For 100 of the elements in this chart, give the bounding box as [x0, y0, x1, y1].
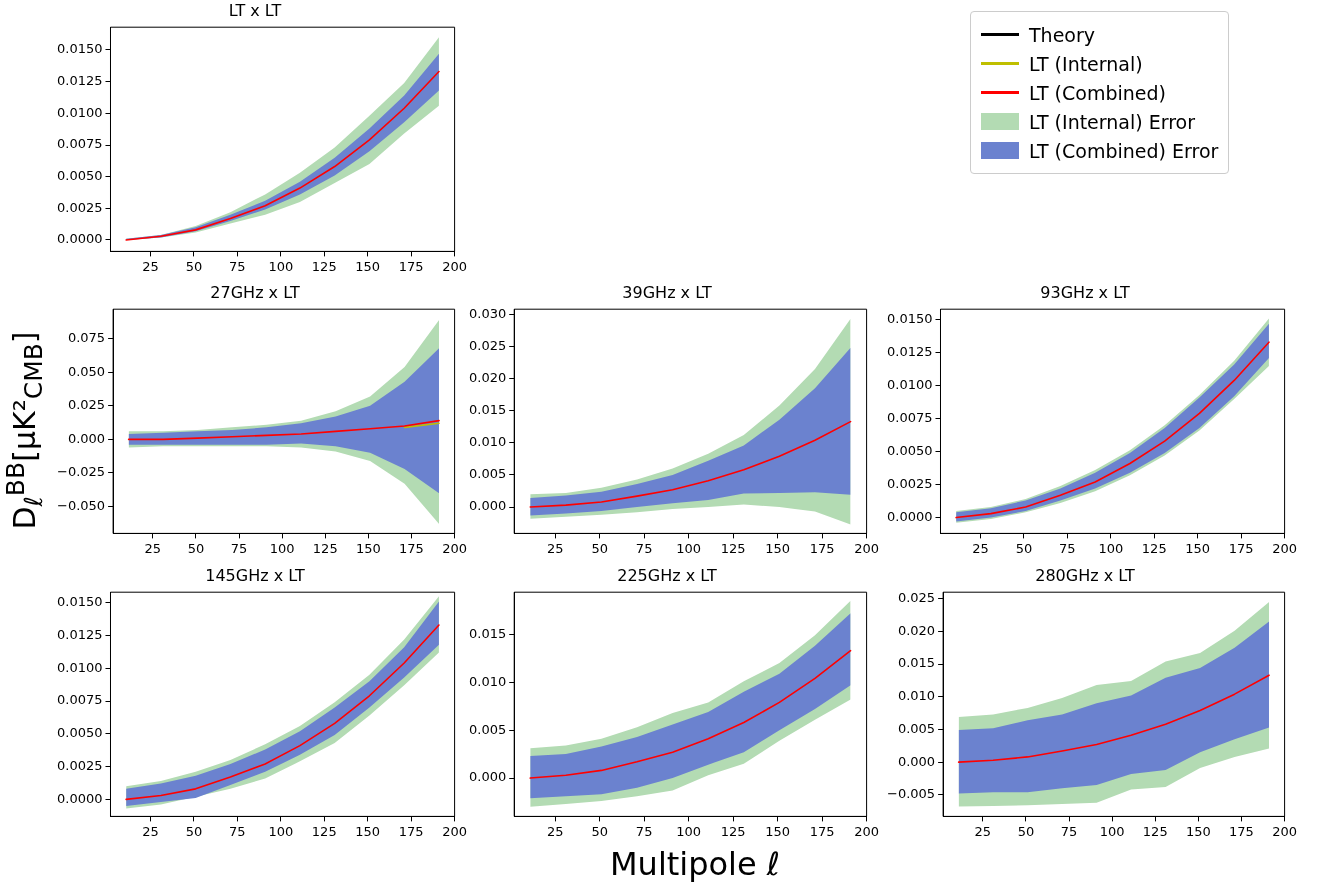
y-tick-label: 0.0000 — [886, 508, 933, 524]
x-tick-label: 50 — [185, 258, 203, 274]
y-tick-label: 0.0025 — [56, 757, 103, 773]
x-tick-label: 75 — [635, 823, 653, 839]
x-tick-label: 125 — [312, 540, 338, 556]
y-tick-label: 0.0100 — [56, 104, 103, 120]
x-tick-label: 25 — [972, 540, 989, 556]
y-tick-label: 0.0075 — [56, 692, 103, 708]
x-tick-label: 150 — [355, 823, 381, 839]
x-tick-label: 150 — [355, 540, 381, 556]
y-tick-label: 0.025 — [469, 337, 507, 353]
y-tick-label: 0.000 — [469, 769, 507, 785]
y-tick-label: 0.050 — [67, 363, 106, 379]
x-tick-label: 25 — [546, 540, 564, 556]
y-tick-label: 0.010 — [469, 434, 507, 450]
x-tick-label: 100 — [268, 823, 294, 839]
x-tick-label: 200 — [1272, 540, 1298, 556]
x-tick-label: 75 — [635, 540, 653, 556]
y-tick-label: 0.0150 — [56, 41, 103, 57]
y-tick-label: −0.050 — [57, 497, 106, 513]
x-tick-label: 125 — [311, 823, 337, 839]
chart-title: 145GHz x LT — [205, 565, 305, 585]
y-tick-label: 0.020 — [897, 622, 936, 638]
x-tick-label: 125 — [1142, 823, 1168, 839]
y-tick-label: 0.0025 — [886, 475, 933, 491]
x-tick-label: 75 — [229, 823, 246, 839]
y-tick-label: 0.0000 — [56, 231, 103, 247]
x-tick-label: 75 — [1060, 823, 1078, 839]
y-tick-label: 0.0150 — [886, 311, 933, 327]
chart-title: 93GHz x LT — [1040, 282, 1130, 302]
y-tick-label: 0.020 — [469, 369, 507, 385]
y-tick-label: −0.025 — [57, 464, 106, 480]
x-tick-label: 200 — [442, 540, 468, 556]
x-tick-label: 175 — [398, 258, 424, 274]
y-tick-label: 0.0000 — [56, 790, 103, 806]
x-tick-label: 150 — [765, 540, 791, 556]
y-tick-label: 0.015 — [897, 655, 936, 671]
x-tick-label: 25 — [142, 823, 159, 839]
y-tick-label: 0.015 — [469, 402, 507, 418]
x-tick-label: 25 — [546, 823, 564, 839]
y-tick-label: 0.010 — [469, 673, 507, 689]
x-tick-label: 50 — [1015, 540, 1033, 556]
x-tick-label: 100 — [1099, 823, 1125, 839]
y-tick-label: 0.0075 — [886, 410, 933, 426]
x-tick-label: 125 — [720, 540, 746, 556]
x-tick-label: 200 — [1272, 823, 1298, 839]
x-tick-label: 50 — [1017, 823, 1035, 839]
x-tick-label: 150 — [1185, 540, 1211, 556]
x-tick-label: 50 — [591, 823, 608, 839]
x-tick-label: 175 — [809, 823, 835, 839]
y-tick-label: 0.0125 — [886, 344, 933, 360]
x-tick-label: 200 — [442, 258, 468, 274]
x-tick-label: 125 — [1141, 540, 1167, 556]
x-tick-label: 50 — [187, 540, 205, 556]
x-tick-label: 25 — [974, 823, 992, 839]
y-tick-label: 0.030 — [469, 305, 507, 321]
legend-label: LT (Internal) — [1029, 52, 1143, 75]
chart-title: 225GHz x LT — [617, 565, 717, 585]
chart-title: 280GHz x LT — [1035, 565, 1135, 585]
legend-label: LT (Combined) Error — [1029, 139, 1219, 162]
y-tick-label: 0.0100 — [56, 659, 103, 675]
x-tick-label: 100 — [269, 540, 295, 556]
legend-label: Theory — [1029, 23, 1096, 46]
x-tick-label: 25 — [142, 258, 159, 274]
y-tick-label: 0.005 — [469, 466, 507, 482]
x-tick-label: 200 — [854, 823, 880, 839]
x-tick-label: 150 — [765, 823, 791, 839]
x-tick-label: 75 — [230, 540, 248, 556]
y-tick-label: 0.0125 — [56, 626, 103, 642]
y-tick-label: 0.005 — [897, 720, 936, 736]
y-tick-label: 0.0150 — [56, 594, 103, 610]
y-tick-label: 0.025 — [67, 397, 106, 413]
x-tick-label: 175 — [809, 540, 835, 556]
y-tick-label: 0.0075 — [56, 136, 103, 152]
y-tick-label: 0.000 — [67, 430, 106, 446]
y-tick-label: 0.0050 — [56, 725, 103, 741]
legend-label: LT (Combined) — [1029, 81, 1166, 104]
x-tick-label: 200 — [442, 823, 468, 839]
x-tick-label: 175 — [398, 823, 424, 839]
y-tick-label: 0.000 — [897, 753, 936, 769]
y-tick-label: −0.005 — [887, 786, 936, 802]
x-tick-label: 175 — [1228, 540, 1254, 556]
x-tick-label: 100 — [268, 258, 294, 274]
y-tick-label: 0.0050 — [886, 443, 933, 459]
x-tick-label: 75 — [229, 258, 246, 274]
y-tick-label: 0.000 — [469, 498, 507, 514]
x-tick-label: 175 — [1229, 823, 1254, 839]
x-tick-label: 50 — [591, 540, 608, 556]
y-tick-label: 0.0125 — [56, 73, 103, 89]
x-tick-label: 150 — [1185, 823, 1211, 839]
chart-title: LT x LT — [228, 0, 282, 20]
x-tick-label: 75 — [1059, 540, 1076, 556]
x-tick-label: 200 — [854, 540, 880, 556]
y-tick-label: 0.0100 — [886, 377, 933, 393]
y-tick-label: 0.075 — [67, 330, 106, 346]
legend-label: LT (Internal) Error — [1029, 110, 1196, 133]
y-tick-label: 0.0025 — [56, 199, 103, 215]
x-tick-label: 175 — [399, 540, 424, 556]
chart-title: 27GHz x LT — [210, 282, 300, 302]
x-tick-label: 100 — [676, 823, 702, 839]
